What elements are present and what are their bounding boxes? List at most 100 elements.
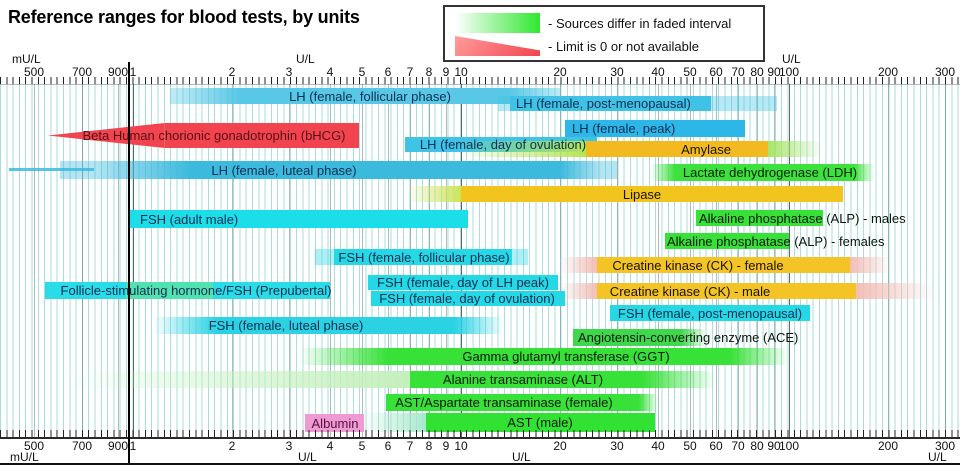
bottom-tick-label-50: 50 <box>683 439 697 453</box>
bottom-tick-label-900: 900 <box>107 439 129 453</box>
range-label-alkaline-phosphatase-alp-males: Alkaline phosphatase (ALP) - males <box>699 211 906 226</box>
top-tick-label-500: 500 <box>23 65 45 79</box>
range-solid-fsh-female-day-of-ovulation <box>370 291 566 306</box>
top-tick-label-4: 4 <box>326 65 334 79</box>
top-tick-label-7: 7 <box>406 65 414 79</box>
range-fade-left-gamma-glutamyl-transferase-ggt <box>298 348 389 365</box>
legend-item-sources-differ: - Sources differ in faded interval <box>455 12 731 34</box>
range-label-lh-female-luteal-phase: LH (female, luteal phase) <box>211 163 357 178</box>
range-label-fsh-female-post-menopausal: FSH (female, post-menopausal) <box>617 306 803 321</box>
top-tick-label-200: 200 <box>877 65 899 79</box>
bottom-tick-label-2: 2 <box>228 439 236 453</box>
bottom-unit-label-2: U/L <box>512 450 531 464</box>
bottom-tick-label-10: 10 <box>454 439 468 453</box>
top-tick-label-50: 50 <box>683 65 697 79</box>
range-fade-left-lh-female-follicular-phase <box>175 88 239 104</box>
top-tick-label-2: 2 <box>228 65 236 79</box>
range-label-angiotensin-converting-enzyme-ace: Angiotensin-converting enzyme (ACE) <box>578 330 799 345</box>
range-label-albumin: Albumin <box>311 416 359 431</box>
top-tick-label-300: 300 <box>934 65 956 79</box>
top-tick-label-6: 6 <box>384 65 392 79</box>
range-label-fsh-female-follicular-phase: FSH (female, follicular phase) <box>338 250 510 265</box>
range-fade-left-lactate-dehydrogenase-ldh <box>651 164 676 181</box>
range-label-lactate-dehydrogenase-ldh: Lactate dehydrogenase (LDH) <box>682 165 858 180</box>
range-label-fsh-female-day-of-lh-peak: FSH (female, day of LH peak) <box>377 275 549 290</box>
legend: - Sources differ in faded interval - Lim… <box>443 5 765 62</box>
range-fade-right-creatine-kinase-ck-male <box>855 283 936 299</box>
top-tick-label-80: 80 <box>750 65 764 79</box>
bottom-tick-label-300: 300 <box>934 439 956 453</box>
top-tick-label-8: 8 <box>425 65 433 79</box>
range-solid-ast-aspartate-transaminase-female <box>385 394 640 411</box>
range-fade-right-amylase <box>767 141 824 157</box>
range-solid-angiotensin-converting-enzyme-ace <box>573 329 682 346</box>
top-tick-label-90: 90 <box>767 65 781 79</box>
range-label-fsh-female-day-of-ovulation: FSH (female, day of ovulation) <box>379 291 555 306</box>
bottom-tick-label-7: 7 <box>406 439 414 453</box>
range-label-creatine-kinase-ck-female: Creatine kinase (CK) - female <box>612 258 784 273</box>
range-label-lh-female-peak: LH (female, peak) <box>572 121 676 136</box>
top-tick-label-1: 1 <box>129 65 137 79</box>
top-tick-label-20: 20 <box>553 65 567 79</box>
legend-label-sources-differ: - Sources differ in faded interval <box>548 15 732 31</box>
range-solid-fsh-female-luteal-phase <box>216 317 454 334</box>
grid-line-300 <box>945 84 946 437</box>
grid-line-1 <box>133 84 134 437</box>
bottom-tick-label-30: 30 <box>610 439 624 453</box>
range-fade-left-creatine-kinase-ck-female <box>559 257 598 273</box>
range-solid-amylase <box>585 141 768 157</box>
range-label-ast-aspartate-transaminase-female: AST/Aspartate transaminase (female) <box>395 395 613 410</box>
plot-bottom-border <box>0 437 960 439</box>
range-label-ast-male: AST (male) <box>507 415 573 430</box>
range-solid-ast-male <box>425 413 655 432</box>
grid-line-4 <box>330 84 331 437</box>
range-solid-fsh-female-follicular-phase <box>333 249 512 265</box>
range-overlay-follicle-stimulating-hormone-fsh-prepubertal <box>125 282 213 299</box>
range-fade-left-amylase <box>456 141 586 157</box>
bottom-tick-label-9: 9 <box>442 439 450 453</box>
bottom-tick-label-5: 5 <box>358 439 366 453</box>
range-tail-lh-female-luteal-phase <box>9 168 94 171</box>
range-solid-fsh-adult-male <box>128 210 468 228</box>
bottom-tick-label-20: 20 <box>553 439 567 453</box>
range-label-amylase: Amylase <box>681 142 731 157</box>
bottom-tick-label-4: 4 <box>326 439 334 453</box>
top-tick-label-10: 10 <box>454 65 468 79</box>
bottom-tick-label-8: 8 <box>425 439 433 453</box>
range-solid-lactate-dehydrogenase-ldh <box>675 164 855 181</box>
range-label-alanine-transaminase-alt: Alanine transaminase (ALT) <box>442 372 604 387</box>
range-fade-left-ast-male <box>362 413 426 432</box>
range-solid-creatine-kinase-ck-male <box>597 283 856 299</box>
range-solid-albumin <box>305 414 364 432</box>
range-solid-lh-female-peak <box>564 120 746 137</box>
bottom-tick-label-90: 90 <box>767 439 781 453</box>
range-solid-gamma-glutamyl-transferase-ggt <box>388 348 730 365</box>
grid-line-700 <box>82 84 83 437</box>
top-tick-label-900: 900 <box>107 65 129 79</box>
top-tick-label-30: 30 <box>610 65 624 79</box>
range-solid-fsh-female-day-of-lh-peak <box>367 275 559 290</box>
bottom-tick-label-200: 200 <box>877 439 899 453</box>
red-wedge-swatch <box>455 36 540 56</box>
range-fade-right-gamma-glutamyl-transferase-ggt <box>729 348 789 365</box>
range-fade-right-lh-female-luteal-phase <box>559 161 603 179</box>
range-label-lh-female-day-of-ovulation: LH (female, day of ovulation) <box>419 137 587 152</box>
bottom-unit-label-0: mU/L <box>10 450 39 464</box>
bottom-unit-label-1: U/L <box>298 450 317 464</box>
bottom-tick-label-40: 40 <box>651 439 665 453</box>
bottom-tick-label-70: 70 <box>731 439 745 453</box>
top-tick-label-70: 70 <box>731 65 745 79</box>
bottom-unit-label-3: U/L <box>928 450 947 464</box>
bottom-tick-label-1: 1 <box>129 439 137 453</box>
bottom-tick-label-700: 700 <box>71 439 93 453</box>
range-label-lh-female-follicular-phase: LH (female, follicular phase) <box>289 89 451 104</box>
grid-line-3 <box>289 84 290 437</box>
range-label-creatine-kinase-ck-male: Creatine kinase (CK) - male <box>609 284 771 299</box>
range-solid-creatine-kinase-ck-female <box>597 257 850 273</box>
range-label-alkaline-phosphatase-alp-females: Alkaline phosphatase (ALP) - females <box>667 234 885 249</box>
top-unit-label-0: mU/L <box>12 52 41 66</box>
image-bottom-border <box>0 463 960 465</box>
bottom-tick-label-6: 6 <box>384 439 392 453</box>
range-solid-alkaline-phosphatase-alp-females <box>665 233 789 249</box>
